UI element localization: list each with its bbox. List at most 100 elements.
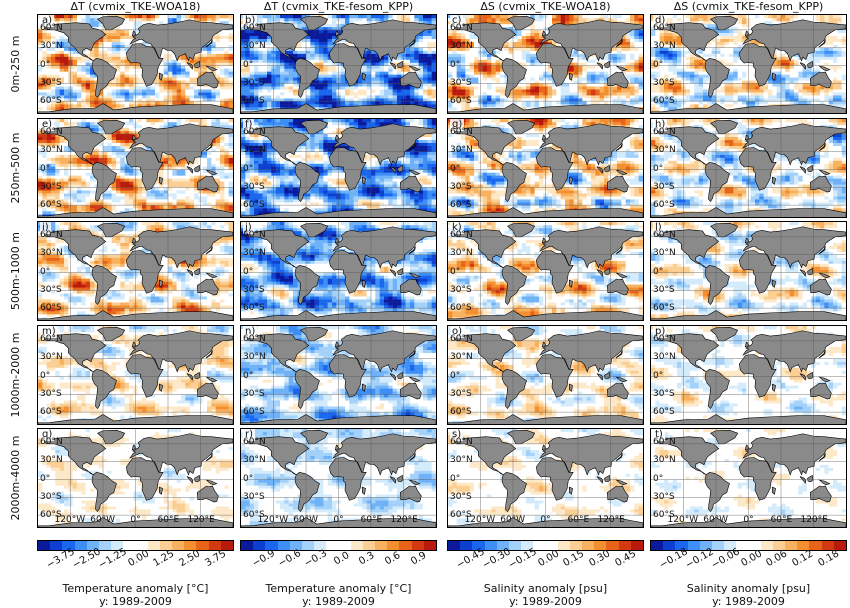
map-panel: p)	[650, 325, 847, 425]
latitude-tick: 60°N	[38, 230, 74, 240]
longitude-tick: 0°	[540, 515, 550, 525]
map-svg	[241, 326, 436, 424]
colorbar-segment	[618, 541, 631, 550]
map-panel: s)	[447, 428, 644, 528]
latitude-tick: 60°N	[241, 23, 277, 33]
latitude-tick: 60°N	[651, 437, 687, 447]
colorbar-segment	[86, 541, 99, 550]
latitude-tick: 0°	[651, 267, 687, 277]
colorbar-tick: 0.12	[791, 548, 816, 569]
colorbar-tick: 3.75	[203, 548, 228, 569]
colorbar	[447, 540, 644, 551]
latitude-tick: 60°N	[651, 230, 687, 240]
map-panel: c)	[447, 14, 644, 114]
map-panel: j)	[240, 221, 437, 321]
colorbar-tick: 0.30	[588, 548, 613, 569]
latitude-tick: 30°N	[448, 352, 484, 362]
latitude-tick: 60°S	[241, 200, 277, 210]
colorbar-segment	[362, 541, 376, 550]
longitude-tick: 0°	[333, 515, 343, 525]
colorbar-segment	[159, 541, 173, 550]
map-panel: q)	[37, 428, 234, 528]
colorbar-segment	[265, 541, 278, 550]
colorbar-segment	[147, 541, 160, 550]
colorbar-segment	[748, 541, 761, 550]
latitude-tick: 30°S	[448, 78, 484, 88]
gridlines	[38, 15, 233, 113]
colorbar-title: Temperature anomaly [°C]	[37, 582, 234, 595]
latitude-tick: 30°N	[38, 145, 74, 155]
colorbar-segment	[582, 541, 595, 550]
map-svg	[241, 429, 436, 527]
land-masses	[241, 223, 436, 320]
latitude-tick: 30°N	[38, 41, 74, 51]
latitude-tick: 0°	[241, 267, 277, 277]
gridlines	[448, 222, 643, 320]
latitude-tick: 0°	[38, 371, 74, 381]
colorbar-segment	[411, 541, 424, 550]
column-title: ΔT (cvmix_TKE-fesom_KPP)	[240, 0, 437, 14]
latitude-tick: 30°S	[38, 492, 74, 502]
longitude-tick: 60°W	[500, 515, 525, 525]
gridlines	[241, 119, 436, 217]
colorbar-segment	[797, 541, 810, 550]
map-svg	[651, 222, 846, 320]
colorbar-segment	[338, 541, 351, 550]
colorbar-segment	[663, 541, 676, 550]
colorbar-segment	[208, 541, 221, 550]
map-panel: f)	[240, 118, 437, 218]
gridlines	[241, 222, 436, 320]
colorbar	[240, 540, 437, 551]
latitude-tick: 60°S	[448, 407, 484, 417]
latitude-tick: 30°N	[651, 145, 687, 155]
colorbar-tick: −0.6	[276, 548, 303, 570]
panel-letter: p)	[653, 326, 668, 338]
colorbar-title: Salinity anomaly [psu]	[447, 582, 644, 595]
map-panel: d)	[650, 14, 847, 114]
colorbar-segment	[326, 541, 339, 550]
map-panel: m)	[37, 325, 234, 425]
colorbar-segment	[484, 541, 497, 550]
colorbar-period: y: 1989-2009	[240, 595, 437, 608]
colorbar	[37, 540, 234, 551]
panel-letter: r)	[243, 429, 256, 441]
latitude-tick: 60°S	[241, 407, 277, 417]
latitude-tick: 60°N	[448, 127, 484, 137]
latitude-tick: 30°S	[241, 492, 277, 502]
colorbar-segment	[687, 541, 700, 550]
colorbar-title: Temperature anomaly [°C]	[240, 582, 437, 595]
map-panel: l)	[650, 221, 847, 321]
depth-row-label: 250m-500 m	[9, 120, 23, 216]
colorbar-segment	[98, 541, 112, 550]
latitude-tick: 60°N	[38, 23, 74, 33]
latitude-tick: 30°N	[241, 352, 277, 362]
latitude-tick: 30°N	[241, 41, 277, 51]
colorbar-segment	[772, 541, 786, 550]
colorbar-segment	[375, 541, 388, 550]
latitude-tick: 60°N	[651, 23, 687, 33]
colorbar-segment	[675, 541, 688, 550]
colorbar-segment	[399, 541, 412, 550]
map-svg	[38, 429, 233, 527]
latitude-tick: 60°S	[38, 200, 74, 210]
longitude-tick: 120°E	[390, 515, 417, 525]
colorbar-segment	[630, 541, 643, 550]
map-panel: e)	[37, 118, 234, 218]
map-panel: n)	[240, 325, 437, 425]
map-svg	[38, 15, 233, 113]
longitude-tick: 120°W	[258, 515, 289, 525]
latitude-tick: 30°S	[651, 182, 687, 192]
latitude-tick: 30°S	[241, 285, 277, 295]
gridlines	[241, 15, 436, 113]
colorbar-segment	[220, 541, 233, 550]
latitude-tick: 30°S	[448, 285, 484, 295]
gridlines	[448, 119, 643, 217]
latitude-tick: 60°N	[38, 437, 74, 447]
longitude-tick: 60°E	[771, 515, 793, 525]
colorbar-segment	[533, 541, 546, 550]
map-panel: o)	[447, 325, 644, 425]
colorbar-segment	[241, 541, 254, 550]
map-svg	[651, 326, 846, 424]
colorbar-segment	[448, 541, 461, 550]
latitude-tick: 60°S	[241, 510, 277, 520]
